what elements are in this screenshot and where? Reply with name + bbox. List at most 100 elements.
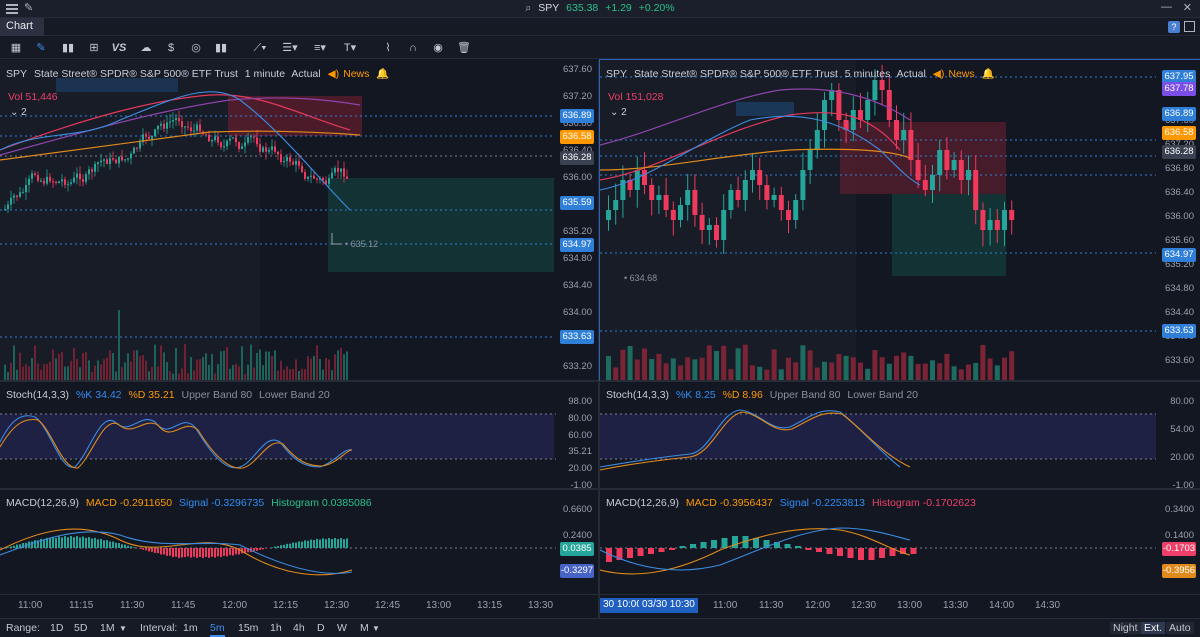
volume-bar [190,357,192,380]
time-tick: 13:30 [528,600,554,611]
news-icon[interactable]: ◀) [932,68,945,80]
bell-icon[interactable]: 🔔 [981,68,995,80]
text-icon[interactable]: T▾ [343,42,357,54]
range-dropdown-icon[interactable]: ▼ [119,624,127,633]
interval-m[interactable]: M [360,622,369,634]
macd-histogram-bar [265,548,267,549]
trash-icon[interactable]: 🗑 [457,42,471,54]
right-time-axis[interactable]: 30 10:00 03/30 10:30 11:00 11:30 12:00 12:3… [600,594,1200,618]
interval-w[interactable]: W [337,622,347,634]
close-icon[interactable]: ✕ [1182,2,1192,14]
pattern-icon[interactable]: ≡▾ [314,42,326,54]
right-mode[interactable]: Actual [896,68,926,80]
signal-line [600,527,911,571]
right-interval[interactable]: 5 minutes [844,68,891,80]
layout-icon[interactable]: ▮▮ [61,42,75,54]
right-price-canvas[interactable] [600,60,1200,380]
volume-bar [915,363,921,380]
bars-icon[interactable]: ▮▮ [214,42,228,54]
ext-button[interactable]: Ext. [1141,622,1166,634]
left-macd-canvas[interactable] [0,490,598,594]
left-stoch-canvas[interactable] [0,382,598,488]
interval-15m[interactable]: 15m [238,622,259,634]
indicator-icon[interactable]: ◎ [191,42,201,54]
left-price-canvas[interactable] [0,60,598,380]
minimize-icon[interactable]: — [1161,1,1172,13]
macd-histogram-bar [154,548,156,554]
left-macd-axis[interactable]: 0.6600 0.2400 0.0385 -0.3297 [554,490,598,594]
interval-d[interactable]: D [317,622,325,634]
stoch-d-line [600,411,911,471]
left-price-chart[interactable]: SPY State Street® SPDR® S&P 500® ETF Tru… [0,60,598,380]
macd-histogram-bar [627,548,633,558]
menu-icon[interactable] [6,3,18,14]
brush-icon[interactable]: ⌇ [385,42,391,54]
candle [886,90,892,120]
search-icon[interactable]: ⌕ [525,2,532,14]
dollar-icon[interactable]: $ [167,42,175,54]
draw-icon[interactable]: ✎ [36,42,46,54]
left-interval[interactable]: 1 minute [244,68,286,80]
eye-icon[interactable]: ◉ [433,42,443,54]
macd-histogram-bar [214,548,216,558]
chart-type-icon[interactable]: ▦ [10,42,22,54]
maximize-icon[interactable] [1184,21,1195,32]
time-tick: 12:45 [375,600,401,611]
range-1m[interactable]: 1M [100,622,115,634]
right-price-chart[interactable]: SPY State Street® SPDR® S&P 500® ETF Tru… [599,59,1200,381]
left-macd-panel[interactable]: MACD(12,26,9) MACD -0.2911650 Signal -0.… [0,490,598,594]
right-macd-panel[interactable]: MACD(12,26,9) MACD -0.3956437 Signal -0.… [600,490,1200,594]
tab-chart[interactable]: Chart [0,18,44,36]
volume-bar [49,361,51,380]
interval-4h[interactable]: 4h [293,622,305,634]
range-5d[interactable]: 5D [74,622,88,634]
macd-histogram-bar [826,548,833,554]
grid-icon[interactable]: ⊞ [89,42,99,54]
right-stoch-axis[interactable]: 80.00 54.00 20.00 -1.00 [1156,382,1200,488]
macd-histogram-bar [16,544,18,548]
pin-icon[interactable]: ✎ [24,2,34,14]
fib-icon[interactable]: ☰▾ [282,42,298,54]
volume-bar [205,353,207,380]
cloud-icon[interactable]: ☁ [140,42,152,54]
interval-1m[interactable]: 1m [183,622,198,634]
candle [858,110,863,120]
compare-icon[interactable]: VS [111,42,127,54]
left-mode[interactable]: Actual [291,68,321,80]
right-stoch-canvas[interactable] [600,382,1200,488]
volume-bar [244,373,246,380]
macd-histogram-bar [637,548,644,556]
interval-1h[interactable]: 1h [270,622,282,634]
candle [19,192,21,197]
right-macd-axis[interactable]: 0.3400 0.1400 -0.1703 -0.3956 [1156,490,1200,594]
night-button[interactable]: Night [1110,622,1141,634]
right-macd-canvas[interactable] [600,490,1200,594]
trendline-icon[interactable]: ⟋▾ [253,42,267,54]
left-price-axis[interactable]: 637.60637.20636.80636.40636.00635.60635.… [554,60,598,380]
candle [79,173,81,180]
left-stoch-panel[interactable]: Stoch(14,3,3) %K 34.42 %D 35.21 Upper Ba… [0,382,598,488]
right-news[interactable]: News [948,68,975,80]
left-time-axis[interactable]: 11:00 11:15 11:30 11:45 12:00 12:15 12:30 12:45… [0,594,598,618]
left-news[interactable]: News [343,68,370,80]
range-1d[interactable]: 1D [50,622,64,634]
interval-dropdown-icon[interactable]: ▼ [372,624,380,633]
candle [325,180,327,184]
interval-5m[interactable]: 5m [210,622,225,637]
candle [800,170,806,200]
right-price-axis[interactable]: 637.60637.20636.80636.40636.00635.60635.… [1156,60,1200,380]
news-icon[interactable]: ◀) [327,68,340,80]
right-stoch-panel[interactable]: Stoch(14,3,3) %K 8.25 %D 8.96 Upper Band… [600,382,1200,488]
auto-button[interactable]: Auto [1166,622,1194,634]
demand-zone [328,178,554,272]
macd-histogram-bar [94,537,96,548]
macd-histogram-bar [43,539,45,548]
magnet-icon[interactable]: ∩ [409,42,417,54]
candle [728,190,734,210]
volume-bar [112,352,114,380]
help-icon[interactable]: ? [1168,21,1180,33]
bell-icon[interactable]: 🔔 [376,68,390,80]
macd-histogram-bar [259,548,261,550]
pane-splitter[interactable] [598,60,600,620]
left-stoch-axis[interactable]: 98.00 80.00 60.00 35.21 20.00 -1.00 [554,382,598,488]
